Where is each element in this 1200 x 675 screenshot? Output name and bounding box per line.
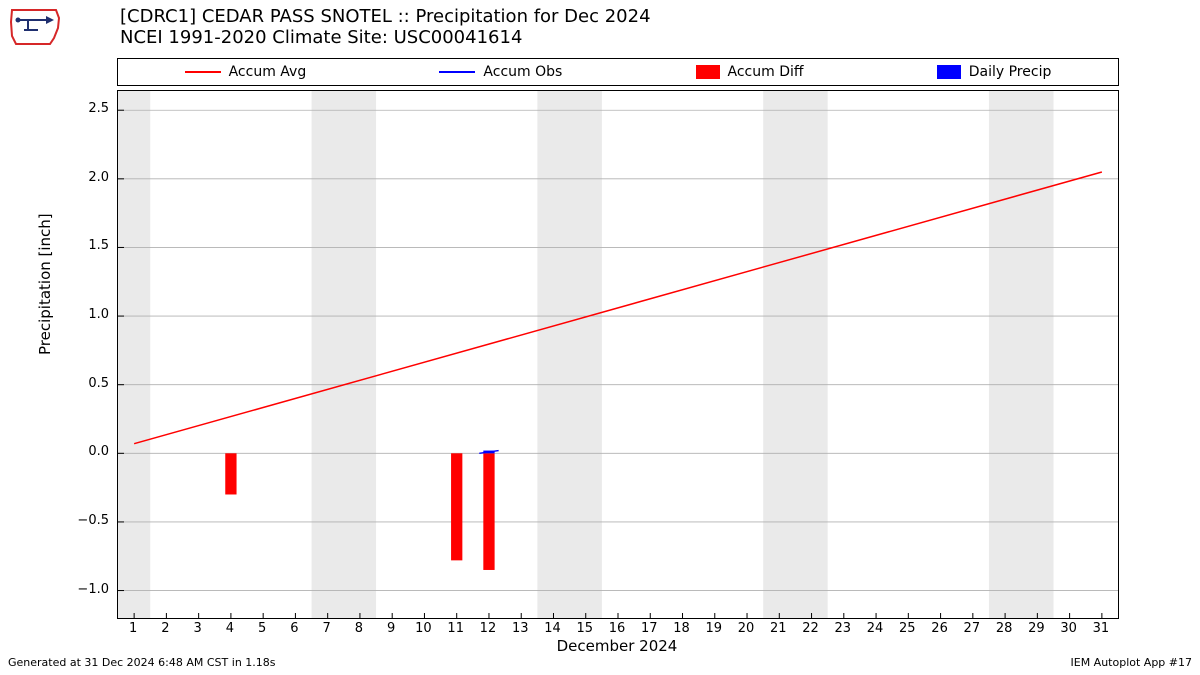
x-tick-label: 1	[119, 621, 147, 636]
legend-swatch-marker	[696, 65, 720, 79]
x-tick-label: 28	[990, 621, 1018, 636]
footer-generated: Generated at 31 Dec 2024 6:48 AM CST in …	[8, 656, 276, 669]
chart-legend: Accum Avg Accum Obs Accum Diff Daily Precip	[117, 58, 1119, 86]
x-tick-label: 5	[248, 621, 276, 636]
x-tick-label: 19	[700, 621, 728, 636]
x-tick-label: 11	[442, 621, 470, 636]
x-tick-label: 10	[409, 621, 437, 636]
x-tick-label: 3	[184, 621, 212, 636]
x-tick-label: 16	[603, 621, 631, 636]
legend-label: Daily Precip	[969, 64, 1052, 80]
x-tick-label: 9	[377, 621, 405, 636]
x-tick-label: 6	[280, 621, 308, 636]
x-tick-label: 18	[668, 621, 696, 636]
x-tick-label: 25	[893, 621, 921, 636]
legend-label: Accum Avg	[229, 64, 307, 80]
legend-swatch-marker	[937, 65, 961, 79]
chart-title-line1: [CDRC1] CEDAR PASS SNOTEL :: Precipitati…	[120, 6, 651, 27]
x-tick-label: 2	[151, 621, 179, 636]
legend-item: Accum Avg	[185, 64, 307, 80]
x-tick-label: 22	[797, 621, 825, 636]
legend-item: Accum Obs	[439, 64, 562, 80]
y-tick-label: −1.0	[69, 582, 109, 597]
y-tick-label: 1.5	[69, 238, 109, 253]
footer-app: IEM Autoplot App #17	[1071, 656, 1193, 669]
legend-label: Accum Diff	[728, 64, 804, 80]
x-tick-label: 23	[829, 621, 857, 636]
legend-item: Daily Precip	[937, 64, 1052, 80]
x-tick-label: 8	[345, 621, 373, 636]
x-tick-label: 13	[506, 621, 534, 636]
x-tick-label: 20	[732, 621, 760, 636]
x-axis-label: December 2024	[117, 637, 1117, 655]
x-tick-label: 17	[635, 621, 663, 636]
x-tick-label: 12	[474, 621, 502, 636]
x-tick-label: 4	[216, 621, 244, 636]
y-tick-label: −0.5	[69, 513, 109, 528]
legend-label: Accum Obs	[483, 64, 562, 80]
x-tick-label: 29	[1022, 621, 1050, 636]
x-tick-label: 30	[1055, 621, 1083, 636]
y-axis-label: Precipitation [inch]	[36, 213, 54, 355]
y-tick-label: 0.0	[69, 444, 109, 459]
x-tick-label: 24	[861, 621, 889, 636]
y-tick-label: 1.0	[69, 307, 109, 322]
legend-item: Accum Diff	[696, 64, 804, 80]
legend-line-marker	[439, 71, 475, 73]
plot-svg	[118, 91, 1118, 618]
chart-title-block: [CDRC1] CEDAR PASS SNOTEL :: Precipitati…	[120, 6, 651, 48]
x-tick-label: 15	[571, 621, 599, 636]
x-tick-label: 7	[313, 621, 341, 636]
iem-logo	[6, 4, 64, 49]
x-tick-label: 31	[1087, 621, 1115, 636]
y-tick-label: 2.0	[69, 170, 109, 185]
y-tick-label: 2.5	[69, 101, 109, 116]
x-tick-label: 21	[764, 621, 792, 636]
plot-area	[117, 90, 1119, 619]
chart-title-line2: NCEI 1991-2020 Climate Site: USC00041614	[120, 27, 651, 48]
legend-line-marker	[185, 71, 221, 73]
x-tick-label: 27	[958, 621, 986, 636]
x-tick-label: 14	[538, 621, 566, 636]
y-tick-label: 0.5	[69, 376, 109, 391]
x-tick-label: 26	[926, 621, 954, 636]
